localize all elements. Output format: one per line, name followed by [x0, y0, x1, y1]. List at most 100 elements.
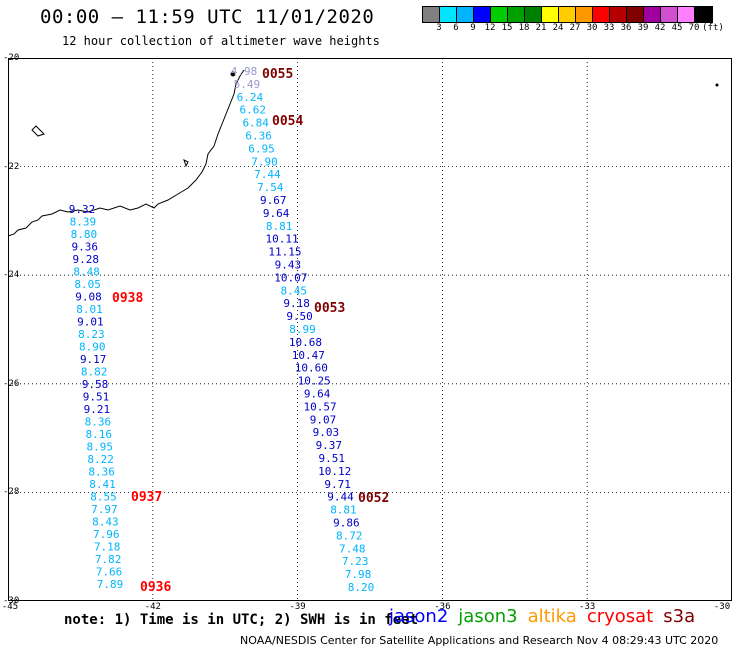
wave-height-label: 8.48: [73, 266, 100, 279]
wave-height-label: 8.36: [85, 416, 112, 429]
footnote: note: 1) Time is in UTC; 2) SWH is in fe…: [64, 612, 419, 628]
wave-height-label: 5.49: [234, 78, 261, 91]
wave-height-label: 9.03: [313, 426, 340, 439]
wave-height-label: 7.23: [342, 555, 369, 568]
legend-label: 33: [603, 23, 615, 33]
wave-height-label: 8.41: [89, 478, 116, 491]
wave-height-label: 9.08: [75, 291, 102, 304]
wave-height-label: 8.01: [76, 303, 103, 316]
wave-height-label: 9.51: [319, 452, 346, 465]
legend-label: 39: [637, 23, 649, 33]
satellite-cryosat: cryosat: [586, 606, 654, 627]
wave-height-label: 9.64: [304, 388, 331, 401]
lat-tick-label: -22: [3, 161, 20, 172]
wave-height-label: 7.90: [251, 155, 278, 168]
satellite-legend: jason2 jason3 altika cryosat s3a: [389, 606, 705, 627]
legend-swatch: [525, 7, 542, 22]
legend-label: 45: [671, 23, 683, 33]
page-subtitle: 12 hour collection of altimeter wave hei…: [62, 34, 380, 48]
wave-height-label: 9.67: [260, 194, 287, 207]
satellite-jason2: jason2: [389, 606, 449, 627]
lon-tick-label: -39: [289, 602, 306, 612]
legend-swatch: [695, 7, 712, 22]
legend-swatch: [576, 7, 593, 22]
legend-label: 9: [470, 23, 476, 33]
wave-height-label: 8.81: [330, 504, 357, 517]
wave-height-label: 10.57: [303, 400, 336, 413]
legend-label: 24: [552, 23, 564, 33]
wave-height-label: 8.45: [280, 284, 307, 297]
wave-height-label: 9.17: [80, 353, 107, 366]
legend-swatch: [508, 7, 525, 22]
legend-label: 30: [586, 23, 598, 33]
wave-height-label: 9.37: [316, 439, 343, 452]
legend-swatch: [661, 7, 678, 22]
pass-time-label: 0936: [140, 580, 171, 595]
pass-time-label: 0938: [112, 291, 143, 306]
page-title: 00:00 — 11:59 UTC 11/01/2020: [40, 6, 375, 28]
wave-height-label: 8.82: [81, 366, 108, 379]
lat-tick-label: -20: [3, 53, 20, 63]
legend-swatch: [678, 7, 695, 22]
wave-height-label: 9.58: [82, 378, 109, 391]
wave-height-label: 9.36: [72, 241, 99, 254]
wave-height-label: 8.95: [86, 441, 113, 454]
lat-tick-label: -28: [3, 487, 20, 498]
wave-height-label: 11.15: [268, 246, 301, 259]
legend-label: 3: [436, 23, 442, 33]
wave-height-label: 9.86: [333, 517, 360, 530]
wave-height-label: 9.18: [283, 297, 310, 310]
legend-label: 21: [535, 23, 547, 33]
satellite-jason3: jason3: [458, 606, 518, 627]
wave-height-label: 7.48: [339, 542, 366, 555]
wave-height-label: 9.32: [69, 203, 96, 216]
map-panel: 4.985.496.246.626.846.366.957.907.447.54…: [8, 58, 732, 601]
lon-tick-label: -36: [434, 602, 451, 612]
wave-height-label: 7.18: [94, 541, 121, 554]
wave-height-label: 6.24: [237, 91, 264, 104]
lon-tick-label: -33: [579, 602, 596, 612]
wave-height-label: 10.11: [265, 233, 298, 246]
lat-tick-label: -26: [3, 378, 20, 389]
legend-swatch: [491, 7, 508, 22]
wave-height-label: 9.50: [286, 310, 313, 323]
satellite-altika: altika: [527, 606, 577, 627]
lon-tick-label: -45: [1, 602, 19, 612]
wave-height-label: 6.36: [245, 130, 272, 143]
legend-swatch: [440, 7, 457, 22]
pass-time-label: 0053: [314, 301, 345, 316]
wave-height-label: 9.01: [77, 316, 104, 329]
lat-tick-label: -24: [3, 270, 20, 281]
wave-height-label: 9.28: [72, 253, 99, 266]
wave-height-label: 8.23: [78, 328, 105, 341]
wave-height-label: 9.51: [83, 391, 110, 404]
wave-height-label: 7.98: [345, 568, 372, 581]
legend-swatch: [593, 7, 610, 22]
wave-height-label: 8.43: [92, 516, 119, 529]
wave-height-label: 8.20: [348, 581, 375, 594]
wave-height-label: 9.21: [84, 403, 111, 416]
coastline: [8, 69, 245, 237]
legend-label: 70: [688, 23, 700, 33]
wave-height-label: 6.84: [242, 117, 269, 130]
wave-height-label: 7.82: [95, 553, 122, 566]
wave-height-label: 8.36: [88, 466, 115, 479]
lat-tick-label: -30: [3, 596, 20, 606]
color-legend: [422, 6, 713, 23]
wave-height-label: 8.55: [90, 491, 117, 504]
wave-height-label: 8.80: [71, 228, 98, 241]
legend-label: 36: [620, 23, 632, 33]
legend-label: 27: [569, 23, 581, 33]
wave-height-label: 9.07: [310, 413, 337, 426]
wave-height-label: 9.43: [275, 259, 302, 272]
pass-time-label: 0055: [262, 67, 293, 82]
wave-height-label: 9.64: [263, 207, 290, 220]
wave-height-label: 9.71: [324, 478, 351, 491]
wave-height-label: 8.72: [336, 529, 363, 542]
island-outline: [31, 125, 45, 137]
legend-label: 18: [518, 23, 530, 33]
legend-label: (ft): [702, 23, 724, 33]
wave-height-label: 7.66: [96, 566, 123, 579]
wave-height-label: 7.97: [91, 503, 118, 516]
